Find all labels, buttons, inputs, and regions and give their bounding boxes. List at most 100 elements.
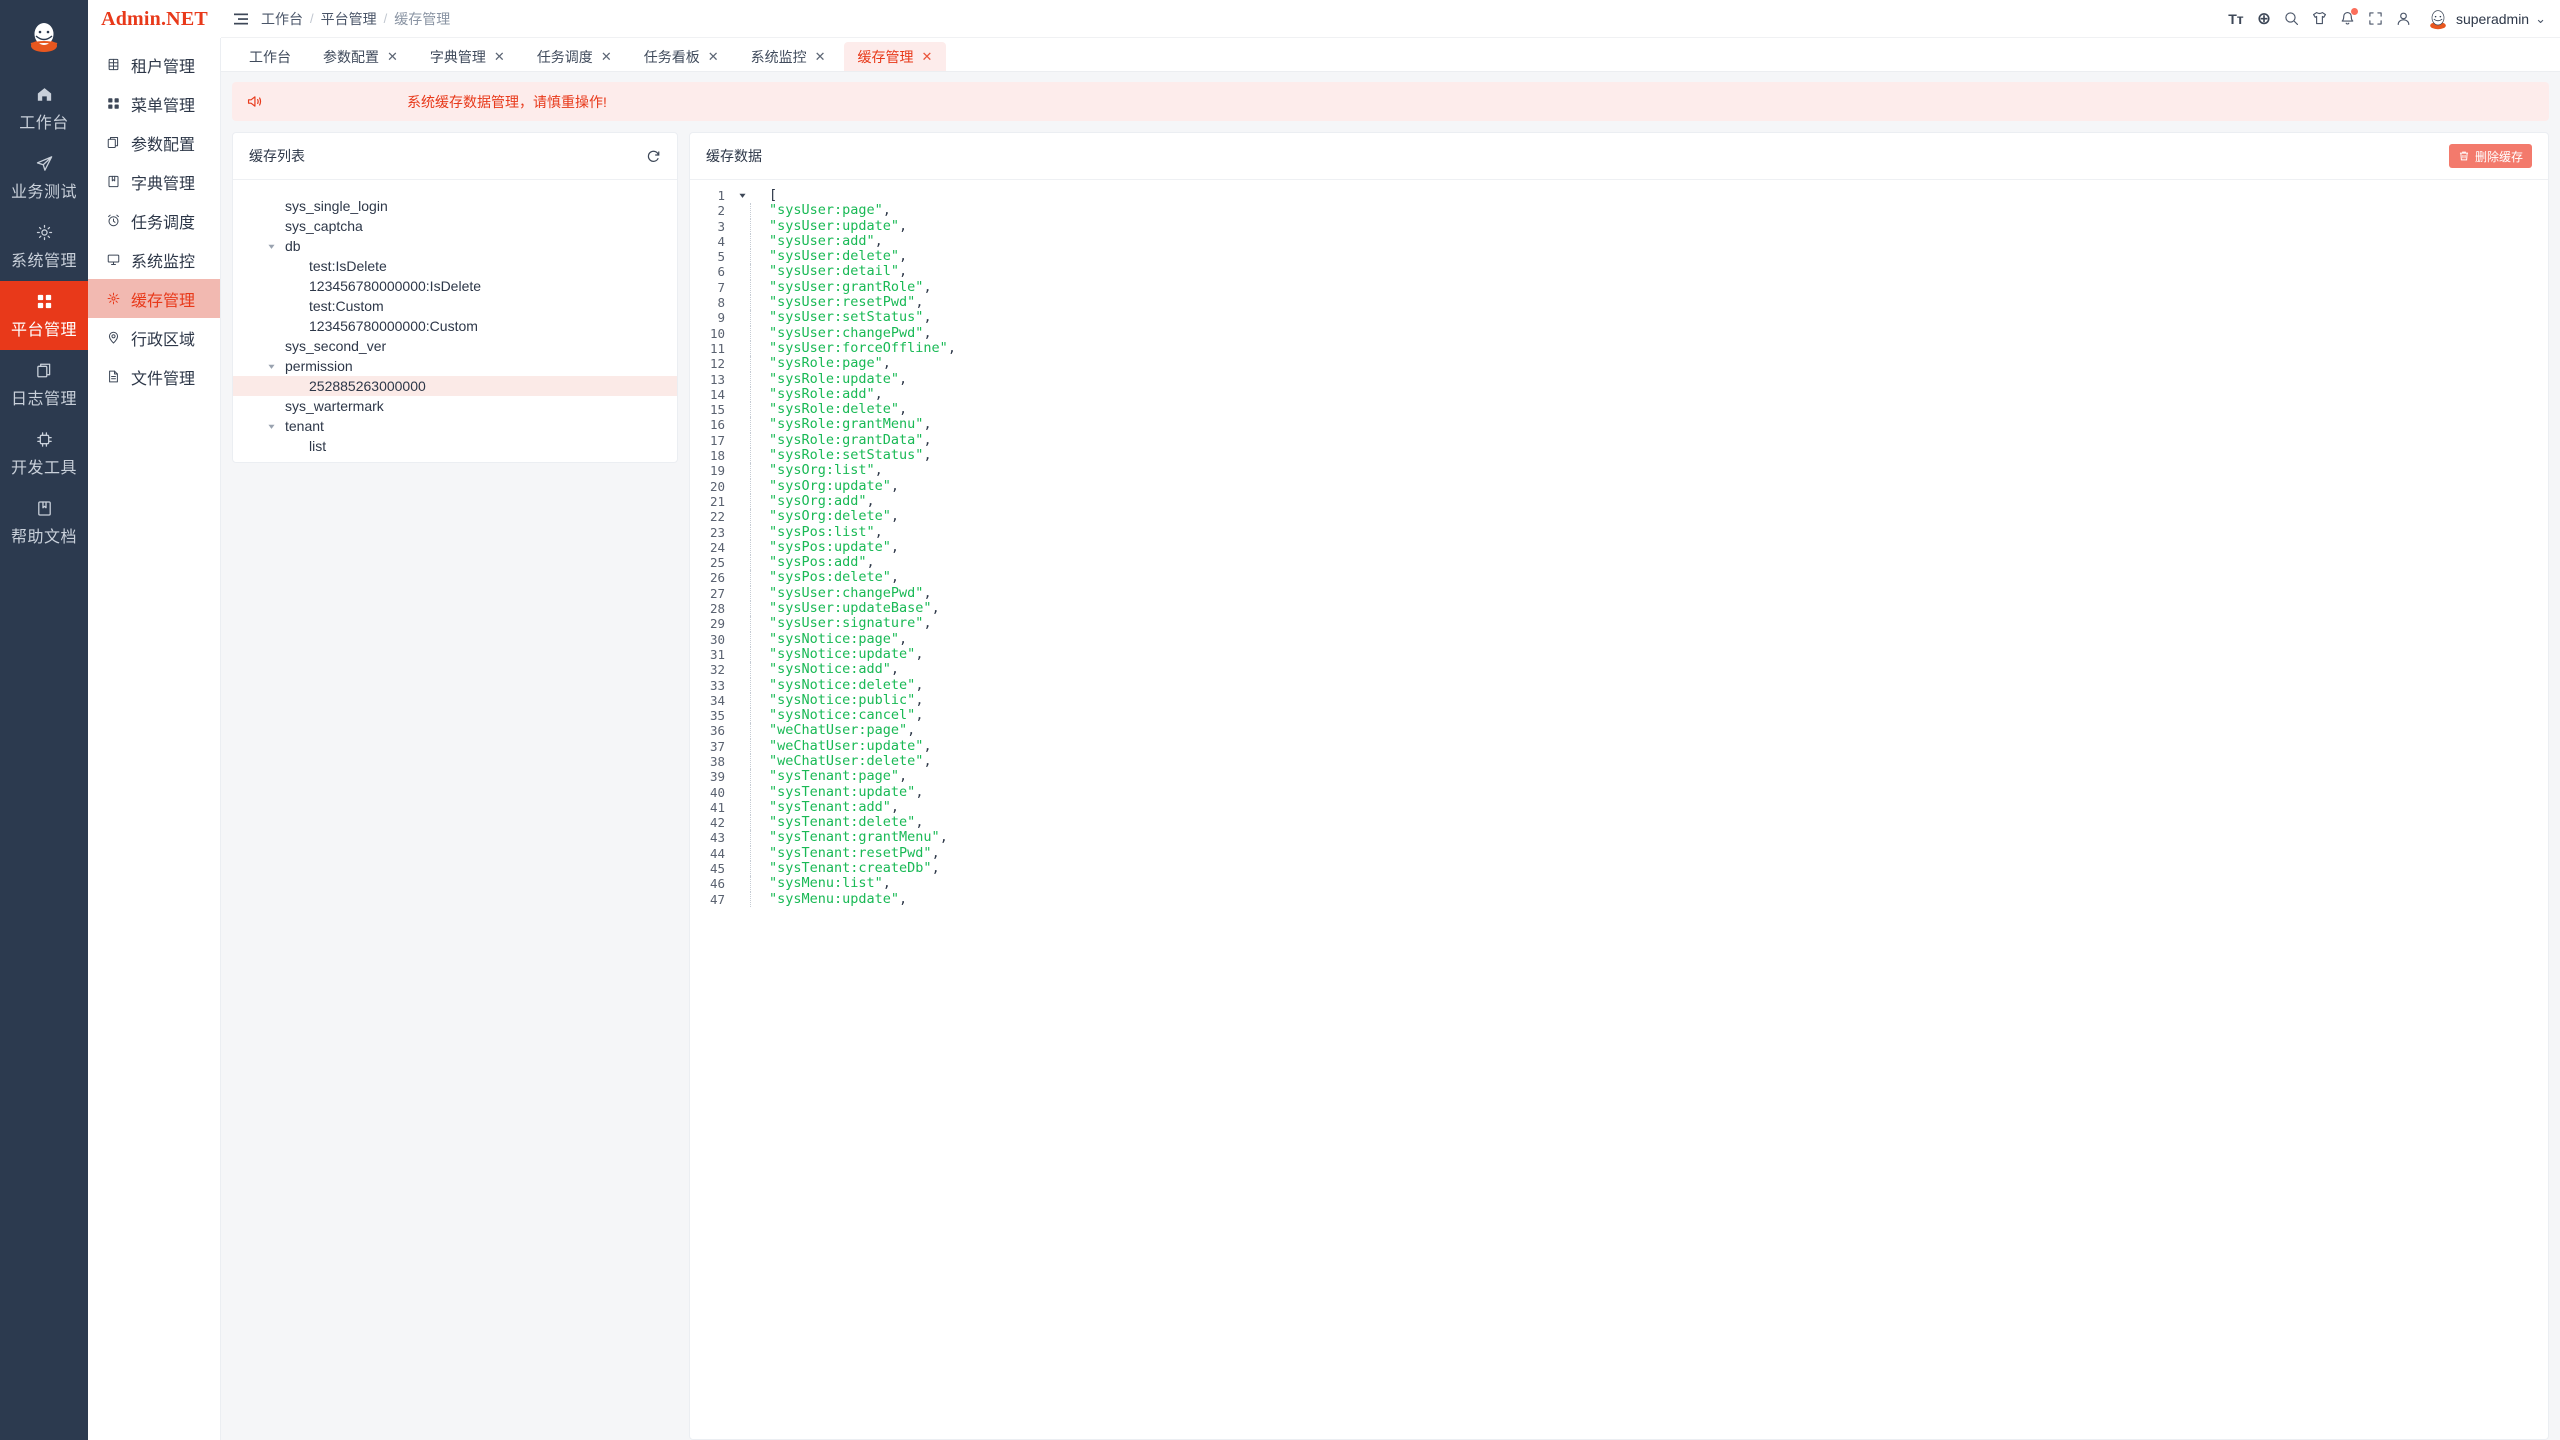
code-text: "sysUser:signature", — [769, 615, 932, 632]
tree-node[interactable]: 123456780000000:IsDelete — [233, 276, 677, 296]
notification-badge — [2350, 7, 2358, 15]
tree-node[interactable]: list — [233, 436, 677, 456]
tab-close-icon[interactable]: ✕ — [814, 49, 826, 64]
menu-collapse-icon[interactable] — [233, 11, 249, 27]
caret-down-icon[interactable] — [263, 242, 279, 251]
tab-2[interactable]: 参数配置 ✕ — [309, 42, 412, 71]
code-line: 44 "sysTenant:resetPwd", — [690, 845, 2548, 862]
tree-node[interactable]: sys_captcha — [233, 216, 677, 236]
tree-node[interactable]: test:IsDelete — [233, 256, 677, 276]
user-icon[interactable] — [2390, 5, 2418, 33]
line-number: 7 — [717, 279, 725, 295]
home-icon — [35, 85, 54, 104]
code-text: "sysUser:grantRole", — [769, 278, 932, 295]
code-text: [ — [769, 187, 778, 203]
tree-node[interactable]: permission — [233, 356, 677, 376]
line-number: 36 — [709, 723, 725, 739]
top-icon-group: Tт ⊕ — [2222, 5, 2418, 33]
font-size-icon[interactable]: Tт — [2228, 10, 2244, 27]
tree-node[interactable]: sys_single_login — [233, 196, 677, 216]
indent-guide — [750, 830, 751, 846]
breadcrumb-item-2[interactable]: 平台管理 — [320, 10, 377, 27]
caret-down-icon[interactable] — [263, 422, 279, 431]
tab-1[interactable]: 工作台 — [235, 42, 305, 71]
indent-guide — [750, 692, 751, 709]
user-menu[interactable]: superadmin ⌄ — [2426, 7, 2546, 31]
tree-node[interactable]: tenant — [233, 416, 677, 436]
rail-item-label: 日志管理 — [10, 391, 77, 408]
indent-guide — [750, 264, 751, 280]
rail-item-4[interactable]: 平台管理 — [0, 281, 88, 350]
line-number: 10 — [709, 325, 725, 341]
submenu-item-6[interactable]: 系统监控 — [88, 240, 220, 279]
book-icon — [106, 174, 121, 189]
rail-item-1[interactable]: 工作台 — [0, 74, 88, 143]
chip-icon — [35, 430, 54, 449]
submenu-item-4[interactable]: 字典管理 — [88, 162, 220, 201]
tree-node[interactable]: test:Custom — [233, 296, 677, 316]
tree-node[interactable]: sys_wartermark — [233, 396, 677, 416]
submenu-item-3[interactable]: 参数配置 — [88, 123, 220, 162]
monitor-icon — [106, 252, 121, 267]
rail-item-3[interactable]: 系统管理 — [0, 212, 88, 281]
rail-item-7[interactable]: 帮助文档 — [0, 488, 88, 557]
rail-item-label: 工作台 — [19, 115, 69, 132]
breadcrumb-item-1[interactable]: 工作台 — [261, 10, 303, 27]
rail-item-2[interactable]: 业务测试 — [0, 143, 88, 212]
tree-node[interactable]: 123456780000000:Custom — [233, 316, 677, 336]
book-icon — [35, 499, 54, 518]
code-line: 1[ — [690, 187, 2548, 203]
chevron-down-icon[interactable]: ⌄ — [2535, 10, 2546, 26]
rail-item-6[interactable]: 开发工具 — [0, 419, 88, 488]
json-code-viewer[interactable]: 1[2 "sysUser:page", 3 "sysUser:update", 4 "sy… — [690, 180, 2548, 1439]
rail-item-5[interactable]: 日志管理 — [0, 350, 88, 419]
tab-7[interactable]: 缓存管理 ✕ — [843, 42, 947, 71]
tree-node[interactable]: db — [233, 236, 677, 256]
tab-close-icon[interactable]: ✕ — [600, 49, 612, 64]
caret-down-icon[interactable] — [263, 362, 279, 371]
submenu-item-1[interactable]: 租户管理 — [88, 45, 220, 84]
tab-label: 字典管理 — [429, 48, 486, 65]
refresh-icon[interactable] — [646, 149, 661, 164]
submenu-item-5[interactable]: 任务调度 — [88, 201, 220, 240]
submenu-item-7[interactable]: 缓存管理 — [88, 279, 220, 318]
fold-toggle-icon[interactable] — [734, 191, 750, 200]
fullscreen-icon[interactable] — [2362, 5, 2390, 33]
theme-icon[interactable] — [2306, 5, 2334, 33]
tab-4[interactable]: 任务调度 ✕ — [523, 42, 626, 71]
code-line: 21 "sysOrg:add", — [690, 493, 2548, 510]
indent-guide — [750, 310, 751, 326]
submenu-item-8[interactable]: 行政区域 — [88, 318, 220, 357]
line-number: 13 — [709, 371, 725, 387]
alert-banner: 系统缓存数据管理，请慎重操作! — [232, 82, 2549, 121]
tab-3[interactable]: 字典管理 ✕ — [416, 42, 519, 71]
delete-cache-button[interactable]: 删除缓存 — [2448, 144, 2532, 168]
language-icon[interactable]: ⊕ — [2256, 8, 2272, 28]
indent-guide — [750, 218, 751, 234]
line-number: 29 — [709, 616, 725, 632]
search-icon[interactable] — [2278, 5, 2306, 33]
tab-label: 任务看板 — [643, 48, 700, 65]
line-number: 46 — [709, 876, 725, 892]
tab-6[interactable]: 系统监控 ✕ — [737, 42, 840, 71]
tree-node[interactable]: 252885263000000 — [233, 376, 677, 396]
submenu-item-9[interactable]: 文件管理 — [88, 357, 220, 396]
tab-5[interactable]: 任务看板 ✕ — [630, 42, 733, 71]
submenu-item-label: 租户管理 — [131, 58, 196, 76]
code-line: 4 "sysUser:add", — [690, 233, 2548, 250]
notification-icon[interactable] — [2334, 5, 2362, 33]
tab-close-icon[interactable]: ✕ — [707, 49, 719, 64]
submenu-item-2[interactable]: 菜单管理 — [88, 84, 220, 123]
tree-node-label: 252885263000000 — [309, 378, 426, 394]
tab-close-icon[interactable]: ✕ — [921, 49, 933, 64]
code-text: "sysOrg:delete", — [769, 508, 900, 525]
code-text: "sysPos:delete", — [769, 569, 900, 586]
code-line: 39 "sysTenant:page", — [690, 769, 2548, 785]
line-number: 33 — [709, 677, 725, 693]
code-line: 22 "sysOrg:delete", — [690, 508, 2548, 525]
tree-node[interactable]: sys_second_ver — [233, 336, 677, 356]
tab-close-icon[interactable]: ✕ — [493, 49, 505, 64]
line-number: 21 — [709, 493, 725, 509]
tab-close-icon[interactable]: ✕ — [387, 49, 398, 64]
line-number: 23 — [709, 524, 725, 540]
